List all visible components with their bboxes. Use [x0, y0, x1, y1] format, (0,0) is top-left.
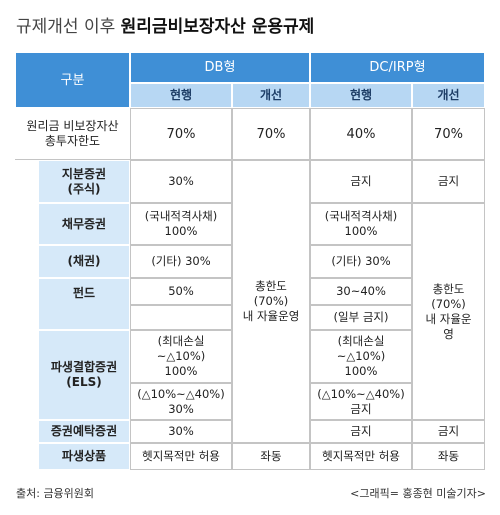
value-cell: 금지	[310, 160, 412, 203]
merged-cell: 총한도 (70%) 내 자율운영	[232, 160, 310, 443]
title: 규제개선 이후 원리금비보장자산 운용규제	[16, 12, 314, 37]
value-cell: 70%	[232, 108, 310, 160]
row-label: 펀드	[38, 278, 130, 330]
value-cell: 30%	[130, 420, 232, 443]
value-cell: (최대손실 ~△10%) 100%	[130, 330, 232, 383]
row-label: 지분증권 (주식)	[38, 160, 130, 203]
value-cell	[130, 305, 232, 330]
row-label: 증권예탁증권	[38, 420, 130, 443]
merged-cell: 총한도 (70%) 내 자율운 영	[412, 203, 485, 420]
row-label: 채무증권	[38, 203, 130, 245]
value-cell: 헷지목적만 허용	[310, 443, 412, 470]
value-cell: 30%	[130, 160, 232, 203]
row-label: 파생결합증권 (ELS)	[38, 330, 130, 420]
value-cell: 금지	[310, 420, 412, 443]
value-cell: 40%	[310, 108, 412, 160]
value-cell: 50%	[130, 278, 232, 305]
subheader-cell: 개선	[232, 83, 310, 108]
value-cell: 70%	[412, 108, 485, 160]
value-cell: 좌동	[232, 443, 310, 470]
source: 출처: 금융위원회	[16, 487, 95, 500]
value-cell: (일부 금지)	[310, 305, 412, 330]
subheader-cell: 개선	[412, 83, 485, 108]
value-cell: (△10%~△40%) 30%	[130, 383, 232, 420]
value-cell: (△10%~△40%) 금지	[310, 383, 412, 420]
value-cell: 좌동	[412, 443, 485, 470]
value-cell: (최대손실 ~△10%) 100%	[310, 330, 412, 383]
header-cell: 구분	[15, 52, 130, 108]
credit: <그래픽= 홍종현 미술기자>	[350, 487, 486, 500]
title-main: 원리금비보장자산 운용규제	[120, 17, 315, 37]
subheader-cell: 현행	[310, 83, 412, 108]
value-cell: 금지	[412, 160, 485, 203]
row-label: 파생상품	[38, 443, 130, 470]
title-prefix: 규제개선 이후	[16, 17, 116, 37]
value-cell: (국내적격사채) 100%	[310, 203, 412, 245]
value-cell: 금지	[412, 420, 485, 443]
header-cell: DC/IRP형	[310, 52, 485, 83]
value-cell: (기타) 30%	[130, 245, 232, 278]
value-cell: 30~40%	[310, 278, 412, 305]
row-label: (채권)	[38, 245, 130, 278]
header-cell: DB형	[130, 52, 310, 83]
value-cell: (기타) 30%	[310, 245, 412, 278]
value-cell: (국내적격사채) 100%	[130, 203, 232, 245]
value-cell: 헷지목적만 허용	[130, 443, 232, 470]
value-cell: 70%	[130, 108, 232, 160]
subheader-cell: 현행	[130, 83, 232, 108]
row-label: 원리금 비보장자산 총투자한도	[15, 108, 130, 160]
